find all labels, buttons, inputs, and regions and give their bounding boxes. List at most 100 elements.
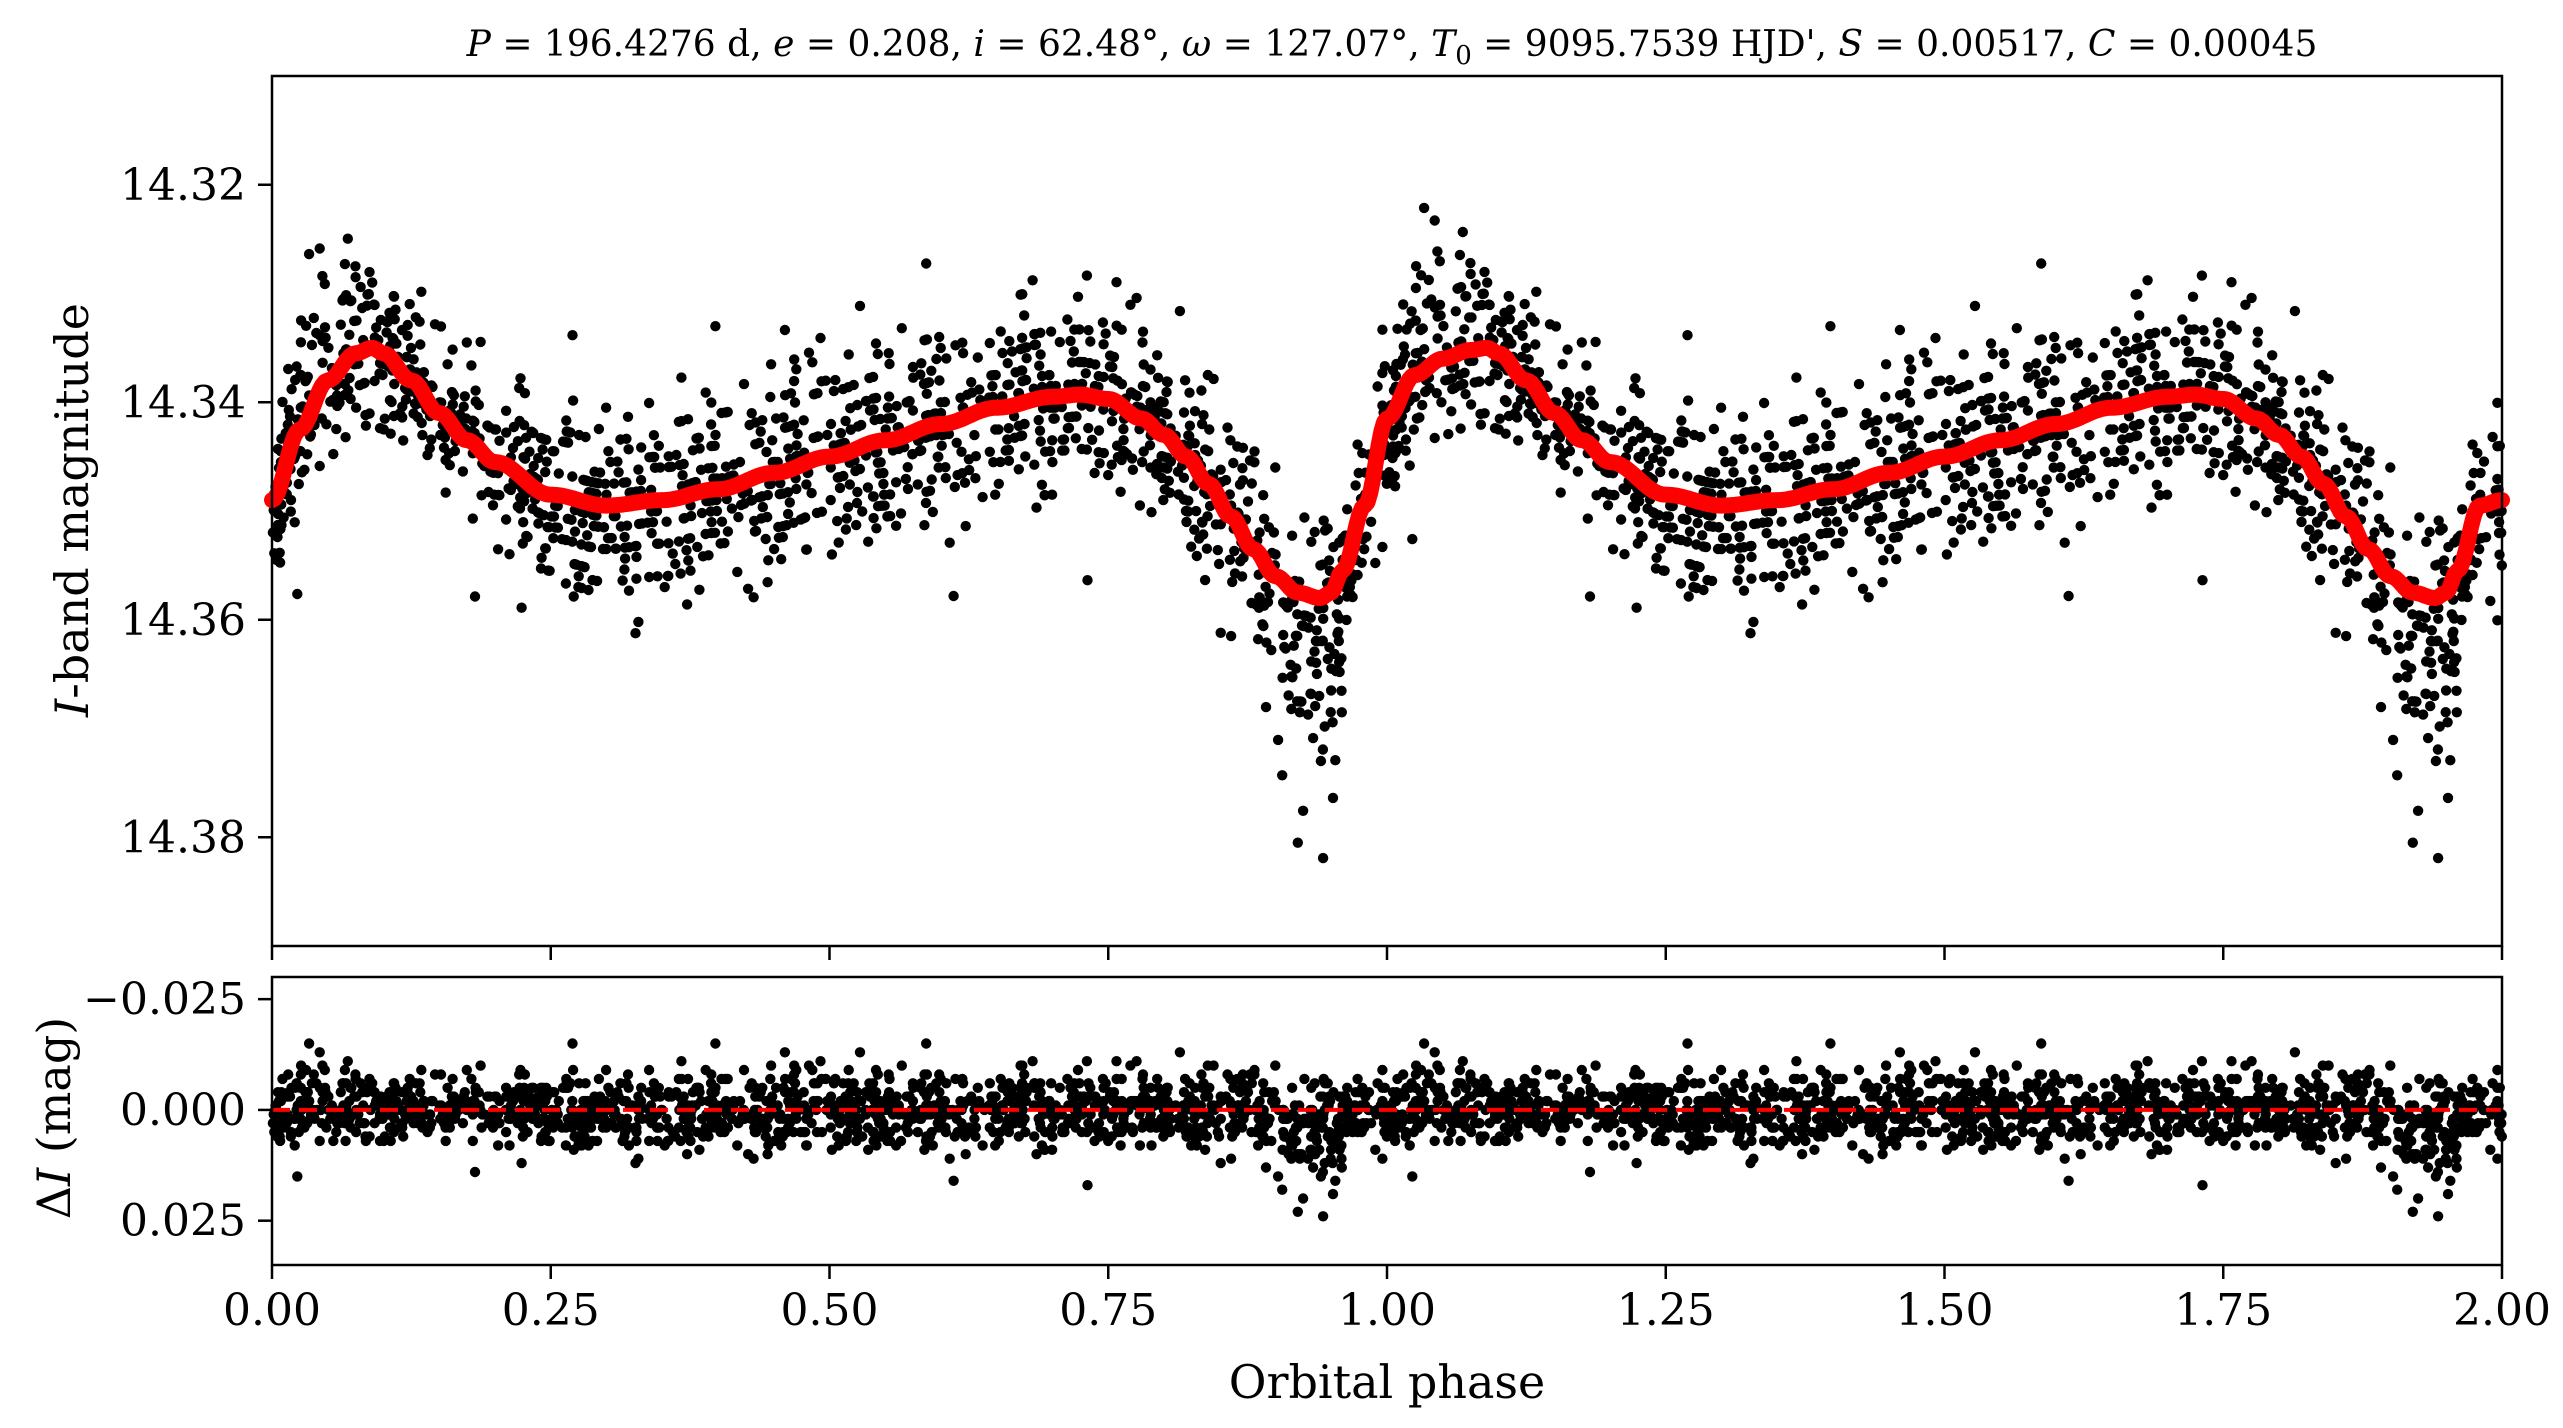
magnitude-point (2414, 610, 2425, 621)
magnitude-point (1266, 644, 1277, 656)
magnitude-point (1604, 489, 1615, 500)
magnitude-point (822, 429, 833, 441)
magnitude-point (1555, 487, 1566, 498)
residual-point (1115, 1140, 1126, 1151)
residual-point (1969, 1047, 1981, 1058)
magnitude-point (964, 464, 975, 476)
magnitude-point (1254, 527, 1265, 538)
magnitude-point (1215, 627, 1226, 638)
magnitude-point (784, 497, 795, 508)
magnitude-point (468, 416, 479, 427)
magnitude-point (798, 415, 809, 426)
magnitude-point (1257, 620, 1269, 631)
magnitude-point (710, 321, 721, 332)
magnitude-point (681, 545, 692, 556)
magnitude-point (2041, 474, 2052, 485)
residual-point (1555, 1122, 1566, 1133)
magnitude-point (1303, 622, 1314, 633)
magnitude-point (388, 291, 400, 302)
magnitude-point (933, 462, 944, 473)
magnitude-point (2311, 385, 2322, 396)
magnitude-point (1529, 316, 1540, 327)
magnitude-point (882, 402, 894, 413)
magnitude-point (426, 434, 437, 445)
magnitude-point (1181, 516, 1192, 528)
magnitude-point (2426, 625, 2437, 636)
magnitude-point (1544, 319, 1556, 330)
magnitude-point (397, 412, 408, 423)
magnitude-point (1418, 202, 1430, 214)
magnitude-point (921, 334, 933, 345)
magnitude-point (1021, 353, 1032, 364)
magnitude-point (1864, 526, 1876, 537)
residual-point (2414, 1073, 2425, 1085)
magnitude-point (293, 478, 304, 490)
magnitude-point (709, 440, 720, 451)
magnitude-point (2036, 334, 2048, 345)
magnitude-point (1019, 418, 1030, 430)
magnitude-point (2441, 663, 2452, 674)
residual-point (995, 1073, 1006, 1085)
residual-point (1480, 1104, 1491, 1116)
residual-point (2445, 1175, 2456, 1187)
magnitude-point (583, 584, 594, 596)
magnitude-point (792, 428, 803, 440)
magnitude-point (2223, 351, 2235, 363)
magnitude-point (550, 522, 561, 533)
magnitude-point (429, 319, 441, 330)
magnitude-point (1655, 466, 1666, 478)
magnitude-point (2159, 446, 2171, 457)
magnitude-point (1778, 538, 1789, 549)
magnitude-point (440, 454, 451, 466)
magnitude-point (2280, 456, 2292, 467)
magnitude-point (1812, 551, 1824, 562)
title-p-symbol: P (466, 24, 492, 65)
magnitude-point (1258, 490, 1269, 501)
residual-point (1615, 1104, 1627, 1116)
title-s-symbol: S (1838, 24, 1863, 65)
magnitude-point (1716, 489, 1727, 500)
magnitude-point (514, 382, 525, 394)
magnitude-point (542, 521, 553, 533)
magnitude-point (2027, 479, 2039, 490)
residual-point (1682, 1064, 1694, 1076)
magnitude-point (1748, 518, 1760, 530)
magnitude-point (606, 532, 617, 544)
magnitude-point (1260, 701, 1272, 713)
magnitude-point (580, 431, 591, 443)
magnitude-point (536, 552, 547, 563)
magnitude-point (2492, 473, 2503, 485)
magnitude-point (791, 483, 802, 495)
magnitude-point (645, 484, 657, 495)
magnitude-point (715, 538, 726, 549)
magnitude-point (825, 494, 836, 506)
magnitude-point (1763, 430, 1775, 441)
magnitude-point (1969, 300, 1981, 312)
residual-points (267, 1038, 2507, 1222)
magnitude-point (2213, 339, 2224, 350)
magnitude-point (1227, 576, 1238, 588)
magnitude-point (1663, 511, 1675, 522)
magnitude-point (1377, 324, 1388, 335)
magnitude-point (1151, 469, 1162, 480)
magnitude-point (1864, 515, 1875, 527)
magnitude-point (781, 520, 792, 531)
magnitude-point (1885, 456, 1896, 468)
magnitude-point (653, 440, 664, 451)
residual-point (2267, 1073, 2278, 1085)
magnitude-point (2050, 407, 2062, 419)
magnitude-point (1423, 274, 1435, 286)
residual-point (1317, 1166, 1329, 1178)
magnitude-point (2398, 690, 2409, 701)
magnitude-point (993, 424, 1004, 435)
residual-point (852, 1095, 864, 1107)
magnitude-point (902, 483, 914, 495)
magnitude-point (635, 474, 647, 486)
magnitude-point (2063, 590, 2074, 602)
magnitude-point (617, 575, 628, 586)
magnitude-point (937, 429, 948, 441)
magnitude-point (537, 444, 548, 455)
magnitude-point (381, 327, 392, 338)
residual-point (2330, 1157, 2341, 1169)
